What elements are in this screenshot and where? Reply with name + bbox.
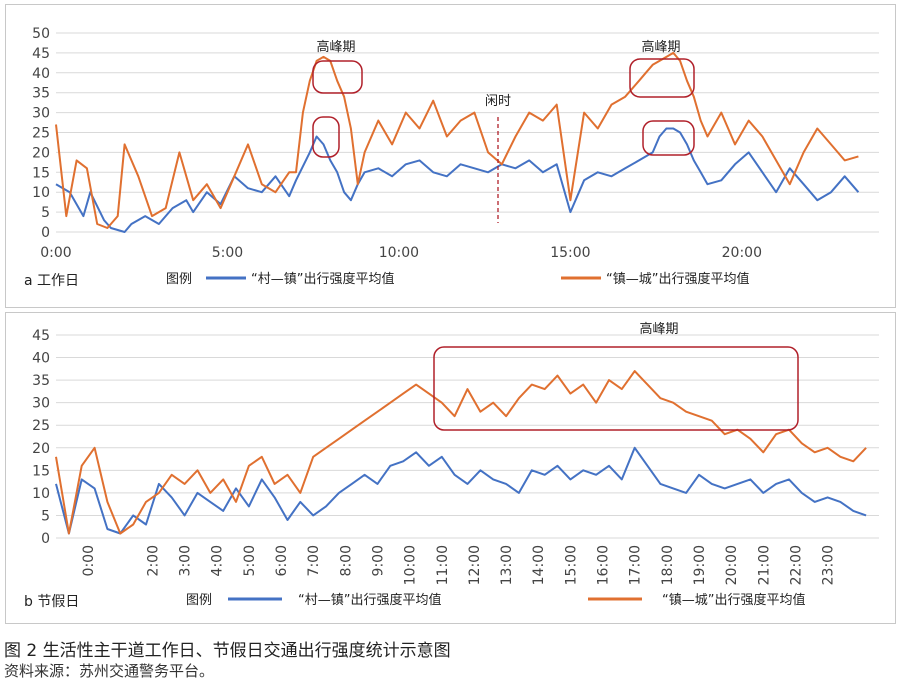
peak-highlight-box — [642, 120, 695, 156]
y-tick-label: 25 — [32, 418, 50, 434]
y-tick-label: 35 — [32, 86, 50, 102]
y-tick-label: 35 — [32, 373, 50, 389]
y-tick-label: 25 — [32, 126, 50, 142]
y-tick-label: 30 — [32, 396, 50, 412]
series-line-village-town — [55, 446, 867, 535]
legend-label-village-town: “村—镇”出行强度平均值 — [298, 592, 441, 608]
y-tick-label: 50 — [32, 26, 50, 42]
y-tick-label: 15 — [32, 165, 50, 181]
y-tick-label: 5 — [41, 508, 50, 524]
x-tick-label: 0:00 — [40, 245, 71, 261]
x-tick-label: 4:00 — [210, 545, 226, 576]
x-tick-label: 6:00 — [274, 545, 290, 576]
x-tick-label: 20:00 — [724, 545, 740, 585]
x-tick-label: 5:00 — [242, 545, 258, 576]
x-tick-label: 17:00 — [628, 545, 644, 585]
legend-title: 图例 — [166, 272, 192, 287]
legend-label-village-town: “村—镇”出行强度平均值 — [251, 271, 394, 287]
series-line-town-city — [55, 51, 859, 229]
x-tick-label: 3:00 — [178, 545, 194, 576]
holiday-chart: 0 5 10 15 20 25 30 35 40 45 0:00 2:00 3:00 4:00 5:00 6:… — [24, 321, 879, 610]
legend-label-town-city: “镇—城”出行强度平均值 — [662, 592, 805, 608]
series-line-town-city — [55, 370, 867, 535]
chart-panel-holiday: 0 5 10 15 20 25 30 35 40 45 0:00 2:00 3:00 4:00 5:00 6:… — [5, 312, 896, 624]
peak-highlight-box — [312, 116, 340, 158]
x-tick-label: 18:00 — [660, 545, 676, 585]
y-tick-label: 15 — [32, 463, 50, 479]
x-tick-label: 16:00 — [596, 545, 612, 585]
peak-label: 高峰期 — [639, 321, 678, 337]
idle-label: 闲时 — [485, 94, 511, 109]
y-tick-label: 30 — [32, 106, 50, 122]
y-tick-label: 45 — [32, 328, 50, 344]
x-tick-label: 13:00 — [499, 545, 515, 585]
x-tick-label: 8:00 — [338, 545, 354, 576]
x-tick-label: 7:00 — [306, 545, 322, 576]
figure-caption: 图 2 生活性主干道工作日、节假日交通出行强度统计示意图 — [4, 641, 451, 661]
y-tick-label: 0 — [41, 531, 50, 547]
x-tick-label: 9:00 — [370, 545, 386, 576]
chart-panel-workday: 0 5 10 15 20 25 30 35 40 45 50 0:00 5:00 10:00 15:00 20… — [5, 4, 896, 308]
y-tick-label: 40 — [32, 66, 50, 82]
x-tick-label: 22:00 — [788, 545, 804, 585]
y-tick-label: 0 — [41, 225, 50, 241]
peak-label: 高峰期 — [316, 39, 355, 55]
x-tick-label: 11:00 — [435, 545, 451, 585]
y-tick-label: 10 — [32, 185, 50, 201]
figure-source: 资料来源：苏州交通警务平台。 — [4, 662, 215, 680]
x-tick-label: 10:00 — [403, 545, 419, 585]
peak-label: 高峰期 — [641, 39, 680, 55]
workday-chart: 0 5 10 15 20 25 30 35 40 45 50 0:00 5:00 10:00 15:00 20… — [24, 26, 879, 289]
legend-label-town-city: “镇—城”出行强度平均值 — [606, 271, 749, 287]
x-tick-label: 5:00 — [212, 245, 243, 261]
x-tick-label: 21:00 — [756, 545, 772, 585]
y-tick-label: 40 — [32, 351, 50, 367]
x-tick-label: 10:00 — [379, 245, 419, 261]
panel-subtitle: a 工作日 — [24, 273, 79, 289]
x-tick-label: 14:00 — [531, 545, 547, 585]
x-tick-label: 15:00 — [550, 245, 590, 261]
panel-subtitle: b 节假日 — [24, 594, 79, 610]
x-tick-label: 0:00 — [81, 545, 97, 576]
x-tick-label: 12:00 — [467, 545, 483, 585]
x-tick-label: 23:00 — [821, 545, 837, 585]
peak-highlight-box — [629, 58, 695, 98]
y-tick-label: 10 — [32, 486, 50, 502]
x-tick-label: 19:00 — [692, 545, 708, 585]
x-tick-label: 15:00 — [563, 545, 579, 585]
peak-highlight-box — [312, 60, 363, 94]
x-tick-label: 2:00 — [145, 545, 161, 576]
series-line-village-town — [55, 127, 860, 233]
y-tick-label: 20 — [32, 145, 50, 161]
y-tick-label: 45 — [32, 46, 50, 62]
legend-title: 图例 — [186, 593, 212, 608]
x-tick-label: 20:00 — [722, 245, 762, 261]
peak-highlight-box — [433, 346, 799, 431]
y-tick-label: 5 — [41, 205, 50, 221]
y-tick-label: 20 — [32, 441, 50, 457]
